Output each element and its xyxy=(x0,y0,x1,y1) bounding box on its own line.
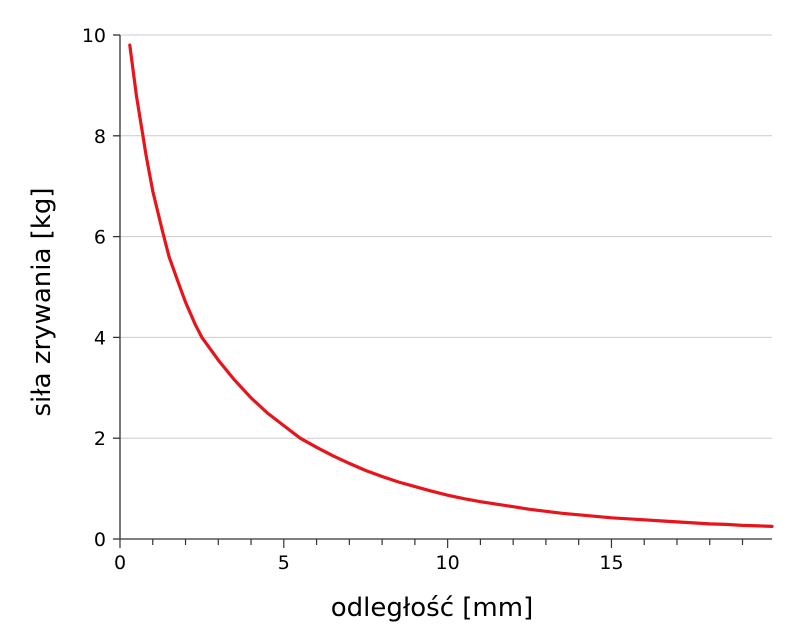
series-group xyxy=(128,43,774,528)
series-line xyxy=(128,43,774,528)
x-axis-title: odległość [mm] xyxy=(331,593,533,623)
x-tick-label: 15 xyxy=(599,552,623,574)
y-tick-label: 2 xyxy=(94,428,106,450)
y-tick-label: 6 xyxy=(94,227,106,249)
y-tick-label: 10 xyxy=(82,25,106,47)
y-tick-label: 0 xyxy=(94,529,106,551)
x-tick-label: 10 xyxy=(436,552,460,574)
y-axis-title: siła zrywania [kg] xyxy=(27,187,57,416)
x-tick-label: 5 xyxy=(278,552,290,574)
y-tick-label: 8 xyxy=(94,126,106,148)
grid-lines xyxy=(120,34,772,439)
ticks: 0 2 4 6 8 10 0 5 10 15 xyxy=(82,25,744,574)
y-tick-label: 4 xyxy=(94,327,106,349)
x-tick-label: 0 xyxy=(114,552,126,574)
axes xyxy=(119,35,772,540)
